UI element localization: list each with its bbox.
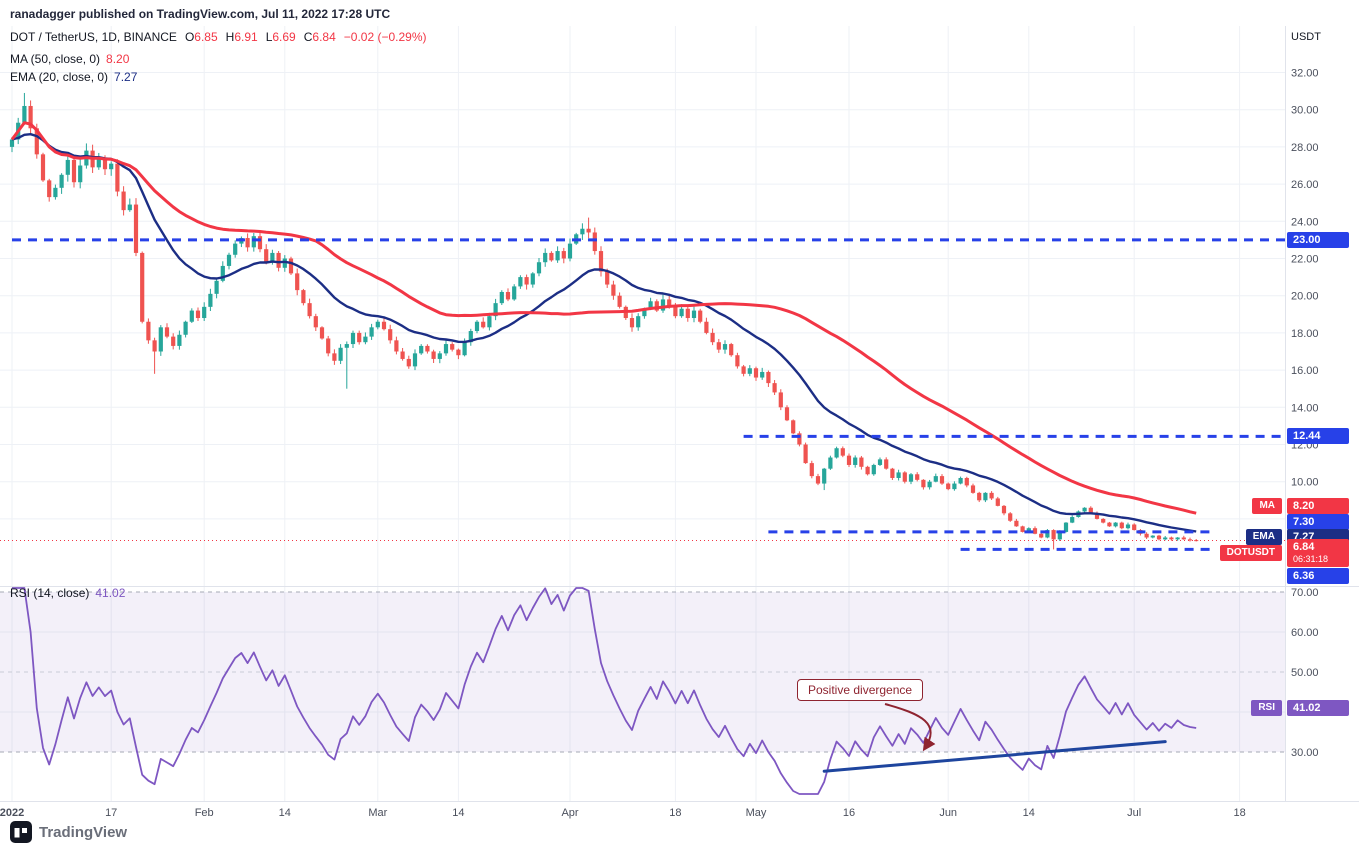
price-tick-label: 18.00	[1291, 328, 1319, 340]
symbol-title: DOT / TetherUS, 1D, BINANCE	[10, 30, 177, 44]
ma-line[interactable]	[10, 121, 1197, 515]
price-tick-label: 12.00	[1291, 440, 1319, 452]
pane-separators	[0, 26, 1359, 802]
rsi-tick-label: 70.00	[1291, 587, 1319, 599]
price-tick-label: 8.00	[1291, 514, 1312, 526]
publish-attribution: ranadagger published on TradingView.com,…	[10, 7, 391, 21]
price-tick-label: 28.00	[1291, 142, 1319, 154]
high-value: 6.91	[234, 30, 258, 44]
price-tick-label: 24.00	[1291, 216, 1319, 228]
rsi-readout: 41.02	[95, 586, 126, 600]
time-axis-label[interactable]: 18	[1233, 807, 1245, 819]
rsi-band	[0, 591, 1285, 753]
time-axis-label[interactable]: May	[746, 807, 767, 819]
close-value: 6.84	[312, 30, 336, 44]
time-axis-label[interactable]: Feb	[195, 807, 214, 819]
time-axis-label[interactable]: 14	[1023, 807, 1035, 819]
rsi-tick-label: 50.00	[1291, 667, 1319, 679]
time-axis-label[interactable]: 17	[105, 807, 117, 819]
price-tick-label: 30.00	[1291, 105, 1319, 117]
symbol-legend[interactable]: DOT / TetherUS, 1D, BINANCE O6.85 H6.91 L6.…	[10, 29, 427, 45]
time-axis-label[interactable]: 2022	[0, 807, 24, 819]
open-label: O	[184, 30, 195, 44]
ma-readout: 8.20	[106, 52, 130, 66]
axis-labels: 32.00 30.00 28.00 26.00 24.00 22.00 20.00 18.00…	[0, 68, 1319, 820]
price-tick-label: 14.00	[1291, 402, 1319, 414]
rsi-line[interactable]	[12, 587, 1197, 795]
tradingview-logo-icon[interactable]	[10, 821, 32, 843]
ema-readout: 7.27	[114, 70, 138, 84]
price-tick-label: 22.00	[1291, 254, 1319, 266]
time-axis-label[interactable]: Mar	[368, 807, 387, 819]
time-axis-label[interactable]: 18	[669, 807, 681, 819]
rsi-tick-label: 60.00	[1291, 627, 1319, 639]
time-axis-label[interactable]: Apr	[561, 807, 578, 819]
rsi-tick-label: 30.00	[1291, 747, 1319, 759]
change-value: −0.02 (−0.29%)	[343, 30, 427, 44]
time-axis-label[interactable]: Jul	[1127, 807, 1141, 819]
ema-line[interactable]	[11, 132, 1197, 533]
time-axis-label[interactable]: 16	[843, 807, 855, 819]
rsi-legend[interactable]: RSI (14, close) 41.02	[10, 585, 125, 601]
price-tick-label: 32.00	[1291, 68, 1319, 80]
ma-title: MA (50, close, 0)	[10, 52, 101, 66]
low-value: 6.69	[272, 30, 296, 44]
close-label: C	[303, 30, 313, 44]
price-tick-label: 26.00	[1291, 179, 1319, 191]
gridlines	[0, 26, 1285, 801]
candles-series	[9, 92, 1199, 550]
footer: TradingView	[10, 821, 127, 843]
price-tick-label: 10.00	[1291, 477, 1319, 489]
low-label: L	[265, 30, 273, 44]
time-axis-label[interactable]: 14	[452, 807, 464, 819]
positive-divergence-callout[interactable]: Positive divergence	[797, 679, 924, 701]
callout-text: Positive divergence	[808, 683, 913, 697]
ma-legend[interactable]: MA (50, close, 0) 8.20	[10, 51, 129, 67]
tradingview-wordmark[interactable]: TradingView	[39, 823, 128, 841]
time-axis-label[interactable]: Jun	[939, 807, 957, 819]
rsi-title: RSI (14, close)	[10, 586, 90, 600]
price-tick-label: 16.00	[1291, 365, 1319, 377]
time-axis-label[interactable]: 14	[279, 807, 291, 819]
open-value: 6.85	[194, 30, 218, 44]
ema-legend[interactable]: EMA (20, close, 0) 7.27	[10, 69, 137, 85]
divergence-arrow[interactable]	[884, 703, 936, 752]
high-label: H	[225, 30, 235, 44]
ema-title: EMA (20, close, 0)	[10, 70, 109, 84]
price-axis-currency-label[interactable]: USDT	[1291, 31, 1321, 43]
support-resistance-levels	[0, 238, 1285, 551]
rsi-divergence-trendline[interactable]	[822, 740, 1167, 773]
price-tick-label: 20.00	[1291, 291, 1319, 303]
rsi-tick-label: 40.00	[1291, 707, 1319, 719]
